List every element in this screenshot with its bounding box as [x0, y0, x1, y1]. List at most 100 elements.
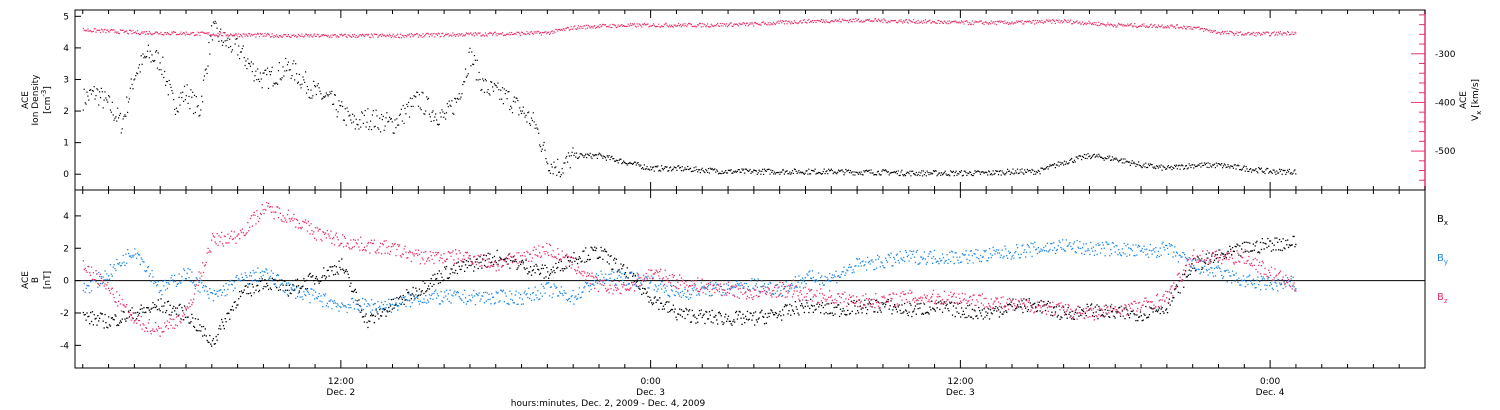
vx-point [1031, 22, 1033, 24]
by-point [152, 276, 154, 278]
by-point [139, 263, 141, 265]
density-point [83, 88, 85, 90]
vx-point [401, 34, 403, 37]
bx-point [512, 256, 515, 258]
vx-point [140, 32, 142, 34]
bx-point [115, 315, 117, 317]
vx-point [960, 22, 962, 24]
density-point [304, 81, 306, 83]
vx-point [482, 34, 484, 36]
bx-point [393, 307, 395, 309]
vx-point [370, 36, 372, 39]
density-point [424, 113, 426, 115]
bx-point [276, 287, 278, 289]
bx-point [398, 296, 401, 299]
density-point [1139, 165, 1141, 167]
density-point [1220, 164, 1222, 166]
vx-point [1128, 24, 1131, 26]
vx-point [1032, 20, 1034, 22]
by-point [108, 275, 110, 277]
bx-point [405, 299, 407, 301]
density-point [864, 171, 866, 173]
by-point [129, 255, 131, 257]
vx-point [899, 20, 901, 23]
bx-point [857, 312, 860, 314]
by-point [462, 293, 464, 296]
bx-point [618, 269, 620, 271]
vx-point [341, 33, 343, 35]
by-point [315, 297, 318, 299]
density-point [1036, 171, 1038, 174]
vx-point [230, 34, 233, 36]
density-point [113, 119, 115, 121]
vx-point [1264, 33, 1266, 35]
bx-point [671, 309, 674, 311]
density-point [171, 90, 173, 92]
vx-point [1142, 25, 1144, 27]
density-point [685, 168, 687, 171]
vx-point [244, 35, 246, 37]
by-point [762, 285, 764, 287]
by-point [767, 283, 769, 285]
by-point [493, 303, 496, 305]
by-point [171, 274, 173, 277]
by-point [158, 291, 160, 294]
bx-point [974, 310, 976, 312]
bx-point [1278, 238, 1281, 241]
density-point [278, 62, 280, 64]
by-point [779, 293, 781, 295]
by-point [228, 284, 230, 286]
vx-point [578, 27, 580, 29]
by-point [640, 282, 642, 284]
bx-point [408, 291, 410, 293]
bx-point [204, 328, 206, 330]
density-point [994, 172, 996, 175]
bx-point [462, 261, 464, 263]
density-point [317, 83, 319, 85]
bx-point [221, 321, 224, 323]
vx-point [741, 23, 743, 25]
vx-point [609, 24, 611, 26]
vx-point [1225, 33, 1227, 35]
by-point [267, 279, 270, 281]
by-point [545, 283, 547, 285]
bx-point [541, 264, 543, 266]
by-point [193, 284, 196, 286]
density-point [571, 151, 573, 153]
by-point [278, 286, 281, 288]
by-point [548, 295, 551, 297]
density-point [467, 73, 469, 75]
vx-point [320, 35, 322, 37]
bx-point [946, 303, 948, 305]
by-point [271, 280, 273, 282]
bx-point [1001, 313, 1003, 315]
vx-point [673, 24, 675, 26]
vx-point [738, 22, 740, 24]
density-point [1034, 170, 1036, 173]
vx-point [1100, 23, 1103, 25]
bx-point [521, 259, 524, 262]
vx-point [488, 32, 490, 35]
vx-point [773, 21, 775, 23]
bx-point [261, 278, 263, 280]
bx-point [1038, 301, 1040, 303]
by-point [504, 292, 506, 294]
bx-point [280, 279, 282, 281]
vx-point [1276, 31, 1278, 33]
density-point [992, 170, 994, 172]
by-point [313, 289, 315, 291]
vx-point [388, 35, 390, 37]
density-point [753, 169, 755, 171]
density-point [412, 105, 414, 107]
density-point [935, 170, 937, 172]
density-point [445, 112, 448, 114]
by-point [843, 266, 845, 268]
bx-point [1134, 314, 1136, 316]
by-point [488, 293, 490, 296]
bx-point [786, 304, 788, 306]
by-point [667, 294, 669, 296]
bx-point [1073, 318, 1076, 320]
by-point [792, 279, 795, 281]
density-point [144, 55, 146, 57]
bx-point [223, 327, 225, 330]
